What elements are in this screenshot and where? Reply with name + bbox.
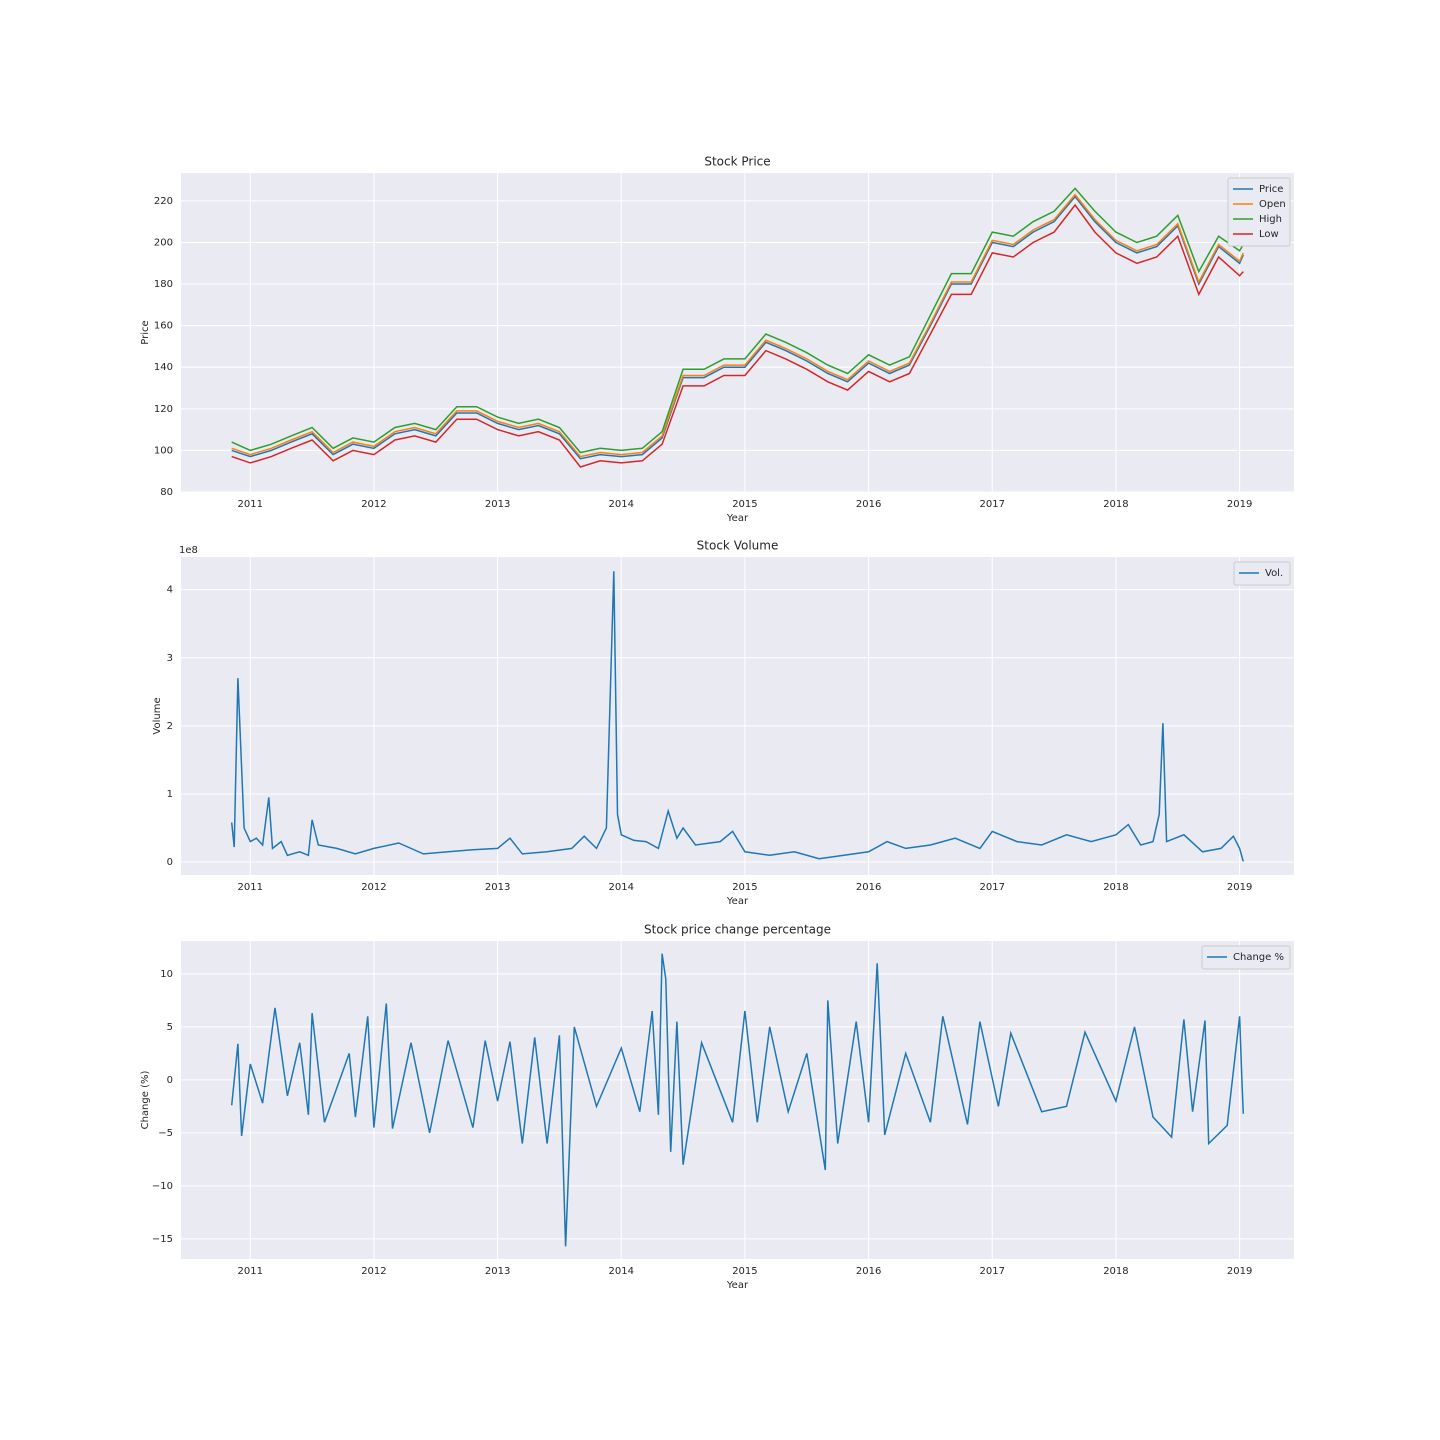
x-tick-label: 2017 — [980, 499, 1005, 510]
x-axis-label: Year — [726, 896, 749, 907]
x-tick-label: 2014 — [609, 882, 634, 893]
x-tick-label: 2016 — [856, 499, 881, 510]
x-tick-label: 2018 — [1103, 882, 1128, 893]
y-tick-label: 5 — [167, 1022, 173, 1033]
y-offset-label: 1e8 — [179, 545, 198, 556]
x-tick-label: 2018 — [1103, 499, 1128, 510]
series-line — [231, 187, 1244, 454]
y-tick-label: 10 — [160, 969, 173, 980]
x-tick-label: 2012 — [361, 499, 386, 510]
x-tick-label: 2014 — [609, 1266, 634, 1277]
legend-label: Change % — [1233, 952, 1284, 963]
y-tick-label: 100 — [154, 445, 173, 456]
x-tick-label: 2019 — [1227, 499, 1252, 510]
y-tick-label: 120 — [154, 404, 173, 415]
chart-title: Stock price change percentage — [644, 923, 831, 937]
series-line — [230, 571, 1245, 862]
x-tick-label: 2015 — [732, 882, 757, 893]
legend-label: Open — [1259, 199, 1286, 210]
y-tick-label: −5 — [158, 1128, 173, 1139]
plot-area — [181, 557, 1294, 875]
x-tick-label: 2016 — [856, 1266, 881, 1277]
x-tick-label: 2014 — [609, 499, 634, 510]
y-tick-label: −10 — [152, 1181, 173, 1192]
y-tick-label: 4 — [167, 585, 173, 596]
y-tick-label: 0 — [167, 857, 173, 868]
x-tick-label: 2019 — [1227, 882, 1252, 893]
y-tick-label: 160 — [154, 321, 173, 332]
y-axis-label: Price — [140, 320, 151, 344]
series-line — [231, 193, 1244, 458]
y-tick-label: −15 — [152, 1234, 173, 1245]
y-tick-label: 200 — [154, 237, 173, 248]
legend-label: Vol. — [1265, 568, 1283, 579]
x-tick-label: 2017 — [980, 1266, 1005, 1277]
legend-label: Price — [1259, 184, 1283, 195]
x-tick-label: 2013 — [485, 499, 510, 510]
x-tick-label: 2012 — [361, 882, 386, 893]
legend-box — [1201, 945, 1291, 970]
x-tick-label: 2016 — [856, 882, 881, 893]
x-tick-label: 2017 — [980, 882, 1005, 893]
x-axis-label: Year — [726, 1280, 749, 1291]
y-tick-label: 80 — [160, 487, 173, 498]
y-tick-label: 220 — [154, 196, 173, 207]
legend-label: Low — [1259, 229, 1279, 240]
x-tick-label: 2011 — [238, 499, 263, 510]
x-axis-label: Year — [726, 513, 749, 524]
chart-title: Stock Volume — [697, 539, 779, 553]
y-tick-label: 0 — [167, 1075, 173, 1086]
plot-area — [181, 173, 1294, 492]
x-tick-label: 2018 — [1103, 1266, 1128, 1277]
y-tick-label: 1 — [167, 789, 173, 800]
x-tick-label: 2015 — [732, 499, 757, 510]
y-tick-label: 3 — [167, 653, 173, 664]
x-tick-label: 2013 — [485, 1266, 510, 1277]
y-tick-label: 180 — [154, 279, 173, 290]
legend-box — [1227, 177, 1291, 247]
y-axis-label: Volume — [152, 697, 163, 734]
x-tick-label: 2013 — [485, 882, 510, 893]
x-tick-label: 2019 — [1227, 1266, 1252, 1277]
series-line — [231, 195, 1244, 460]
x-tick-label: 2011 — [238, 882, 263, 893]
y-tick-label: 140 — [154, 362, 173, 373]
y-tick-label: 2 — [167, 721, 173, 732]
x-tick-label: 2012 — [361, 1266, 386, 1277]
series-line — [230, 953, 1245, 1247]
legend-box — [1233, 561, 1291, 586]
y-axis-label: Change (%) — [140, 1071, 151, 1130]
legend-label: High — [1259, 214, 1282, 225]
plot-area — [181, 941, 1294, 1259]
x-tick-label: 2011 — [238, 1266, 263, 1277]
chart-title: Stock Price — [704, 155, 770, 169]
series-line — [231, 203, 1244, 468]
x-tick-label: 2015 — [732, 1266, 757, 1277]
